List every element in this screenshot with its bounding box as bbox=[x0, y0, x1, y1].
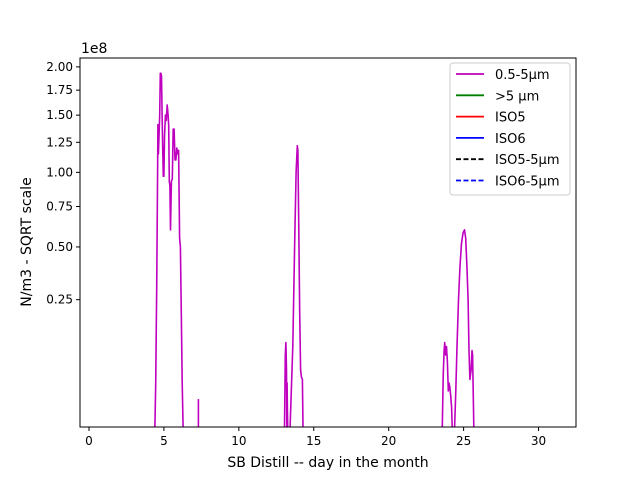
y-multiplier-label: 1e8 bbox=[81, 41, 107, 57]
x-axis-ticks: 0 5 10 15 20 25 30 bbox=[85, 427, 546, 448]
x-tick-label: 30 bbox=[531, 434, 546, 448]
series-line bbox=[453, 229, 475, 428]
x-tick-label: 15 bbox=[306, 434, 321, 448]
x-tick-label: 20 bbox=[381, 434, 396, 448]
y-tick-label: 0.75 bbox=[46, 199, 73, 213]
y-tick-label: 1.75 bbox=[46, 83, 73, 97]
y-axis-ticks: 0.25 0.50 0.75 1.00 1.25 1.50 1.75 2.00 bbox=[46, 60, 80, 307]
legend-label: ISO5-5µm bbox=[495, 153, 560, 168]
series-line bbox=[283, 341, 289, 428]
legend-label: >5 µm bbox=[495, 89, 539, 104]
y-axis-label: N/m3 - SQRT scale bbox=[19, 177, 35, 306]
series-line bbox=[289, 144, 304, 428]
y-tick-label: 1.50 bbox=[46, 108, 73, 122]
x-axis-label: SB Distill -- day in the month bbox=[227, 455, 428, 471]
y-tick-label: 0.50 bbox=[46, 240, 73, 254]
legend: 0.5-5µm >5 µm ISO5 ISO6 ISO5-5µm ISO6-5µm bbox=[449, 62, 571, 196]
y-tick-label: 1.25 bbox=[46, 135, 73, 149]
legend-items: 0.5-5µm >5 µm ISO5 ISO6 ISO5-5µm ISO6-5µm bbox=[456, 68, 560, 190]
series-line bbox=[441, 341, 453, 428]
legend-label: ISO6 bbox=[495, 132, 526, 147]
y-tick-label: 2.00 bbox=[46, 60, 73, 74]
legend-label: 0.5-5µm bbox=[495, 68, 550, 83]
x-tick-label: 0 bbox=[85, 434, 93, 448]
legend-label: ISO5 bbox=[495, 111, 526, 126]
x-tick-label: 5 bbox=[160, 434, 168, 448]
y-tick-label: 1.00 bbox=[46, 165, 73, 179]
series-layer bbox=[154, 72, 475, 428]
legend-label: ISO6-5µm bbox=[495, 175, 560, 190]
x-tick-label: 10 bbox=[231, 434, 246, 448]
series-line bbox=[154, 72, 184, 428]
y-tick-label: 0.25 bbox=[46, 293, 73, 307]
x-tick-label: 25 bbox=[456, 434, 471, 448]
axes-frame bbox=[79, 57, 577, 428]
